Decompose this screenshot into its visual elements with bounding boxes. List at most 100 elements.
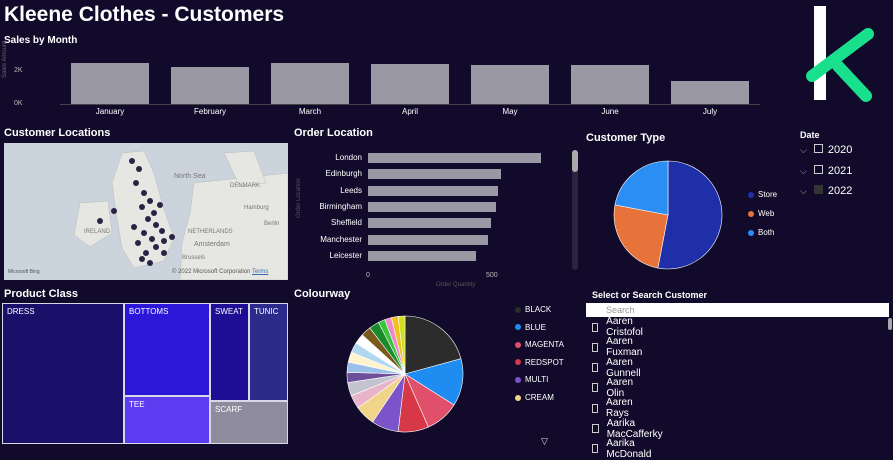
date-slicer-year-2022[interactable]: ⌵ 2022: [800, 185, 852, 197]
colourway-legend-multi[interactable]: MULTI: [515, 375, 548, 384]
date-slicer-year-2021[interactable]: ⌵ 2021: [800, 165, 852, 177]
map-points: [97, 158, 175, 266]
order-bar-leicester[interactable]: [368, 250, 476, 261]
sales-bar-february[interactable]: [171, 67, 249, 104]
colourway-legend-redspot[interactable]: REDSPOT: [515, 358, 564, 367]
customer-type-legend-both[interactable]: Both: [748, 228, 774, 237]
customer-list-item[interactable]: Aaren Rays: [592, 397, 636, 419]
map-label-berlin: Berlin: [264, 221, 280, 227]
colourway-slice-other12[interactable]: [397, 315, 406, 375]
legend-label: Both: [758, 228, 775, 237]
order-bar-manchester[interactable]: [368, 234, 488, 245]
customer-list-item[interactable]: Aarika McDonald: [592, 438, 654, 460]
colourway-legend-black[interactable]: BLACK: [515, 305, 551, 314]
order-bar-birmingham[interactable]: [368, 201, 496, 212]
sales-bar-march[interactable]: [271, 63, 349, 104]
legend-scroll-down-icon[interactable]: ▽: [541, 436, 548, 446]
order-bar-edinburgh[interactable]: [368, 169, 501, 180]
legend-dot: [748, 191, 754, 198]
sales-month-label: May: [502, 107, 518, 116]
map-label-denmark: DENMARK: [230, 183, 261, 189]
order-scrollbar-thumb[interactable]: [572, 150, 578, 172]
sales-bar-may[interactable]: [471, 64, 549, 104]
treemap-dress[interactable]: DRESS: [2, 303, 124, 444]
order-location-title: Order Location: [294, 127, 373, 139]
order-city-label: Birmingham: [319, 201, 362, 211]
page-title: Kleene Clothes - Customers: [4, 3, 285, 26]
checkbox-2021[interactable]: [813, 165, 823, 174]
map-label-netherlands: NETHERLANDS: [188, 229, 233, 235]
legend-dot: [515, 394, 521, 401]
customer-locations-title: Customer Locations: [4, 127, 111, 139]
sales-bar-july[interactable]: [671, 80, 749, 104]
treemap-scarf[interactable]: SCARF: [210, 401, 288, 444]
order-city-label: Manchester: [320, 234, 362, 244]
sales-bar-june[interactable]: [571, 64, 649, 104]
customer-type-slice-store[interactable]: [657, 160, 723, 270]
customer-search-input[interactable]: Search: [586, 303, 889, 317]
customer-type-pie: [613, 160, 723, 270]
sales-bar-april[interactable]: [371, 64, 449, 104]
customer-checkbox[interactable]: [592, 363, 599, 373]
customer-type-legend-store[interactable]: Store: [748, 190, 777, 199]
customer-name: Aarika MacCafferky: [606, 417, 663, 440]
chevron-down-icon[interactable]: ⌵: [800, 186, 807, 196]
customer-type-slice-web[interactable]: [613, 204, 669, 269]
customer-list-item[interactable]: Aaren Cristofol: [592, 316, 646, 338]
treemap-bottoms[interactable]: BOTTOMS: [124, 303, 210, 396]
legend-label: REDSPOT: [525, 357, 564, 367]
kleene-logo: [806, 6, 874, 102]
date-slicer-year-2020[interactable]: ⌵ 2020: [800, 144, 852, 156]
sales-y-axis-label: Sales Amount: [2, 40, 8, 78]
checkbox-2020[interactable]: [813, 144, 823, 153]
customer-name: Aaren Cristofol: [606, 316, 643, 338]
checkbox-2022[interactable]: [813, 185, 823, 194]
sales-y-tick-2k: 2K: [14, 67, 23, 74]
legend-dot: [748, 229, 754, 236]
customer-name: Aaren Olin: [606, 376, 634, 399]
colourway-legend-magenta[interactable]: MAGENTA: [515, 340, 564, 349]
legend-dot: [515, 359, 521, 366]
colourway-slice-black[interactable]: [404, 315, 462, 375]
colourway-title: Colourway: [294, 288, 351, 300]
order-bar-leeds[interactable]: [368, 185, 498, 196]
customer-type-slice-both[interactable]: [614, 160, 669, 216]
chevron-down-icon[interactable]: ⌵: [800, 145, 807, 155]
customer-name: Aaren Gunnell: [606, 356, 641, 379]
colourway-legend-cream[interactable]: CREAM: [515, 393, 554, 402]
customer-type-legend: Store Web Both: [748, 190, 798, 242]
legend-label: BLUE: [525, 322, 546, 332]
sales-bar-january[interactable]: [71, 63, 149, 104]
map-label-amsterdam: Amsterdam: [194, 241, 230, 248]
customer-checkbox[interactable]: [592, 424, 599, 433]
order-city-label: Sheffield: [331, 218, 362, 228]
customer-checkbox[interactable]: [592, 403, 598, 413]
order-bar-london[interactable]: [368, 153, 541, 163]
year-label: 2022: [827, 185, 853, 197]
legend-label: Store: [758, 190, 778, 199]
treemap-sweat[interactable]: SWEAT: [210, 303, 249, 401]
order-x-axis-label: Order Quantity: [436, 282, 476, 288]
customer-list-item[interactable]: Aaren Fuxman: [592, 336, 645, 358]
customer-scrollbar[interactable]: [888, 318, 892, 330]
order-scrollbar[interactable]: [572, 150, 578, 270]
treemap-tee[interactable]: TEE: [124, 396, 210, 444]
customer-type-legend-web[interactable]: Web: [748, 209, 774, 218]
customer-list-item[interactable]: Aaren Gunnell: [592, 356, 643, 379]
customer-locations-map[interactable]: North Sea DENMARK IRELAND NETHERLANDS Ha…: [4, 143, 288, 280]
legend-label: CREAM: [525, 393, 554, 402]
customer-checkbox[interactable]: [592, 322, 599, 332]
customer-checkbox[interactable]: [592, 444, 599, 454]
order-bar-sheffield[interactable]: [368, 218, 491, 229]
map-terms-link[interactable]: Terms: [252, 269, 269, 275]
map-attribution: Microsoft Bing: [8, 269, 40, 275]
legend-dot: [515, 324, 521, 331]
treemap-tunic[interactable]: TUNIC: [249, 303, 288, 401]
customer-checkbox[interactable]: [592, 342, 599, 352]
chevron-down-icon[interactable]: ⌵: [800, 166, 807, 176]
customer-checkbox[interactable]: [592, 383, 599, 393]
colourway-legend-blue[interactable]: BLUE: [515, 323, 546, 332]
order-city-label: Leicester: [329, 250, 362, 260]
customer-list-item[interactable]: Aaren Olin: [592, 376, 636, 399]
customer-list-item[interactable]: Aarika MacCafferky: [592, 417, 665, 440]
